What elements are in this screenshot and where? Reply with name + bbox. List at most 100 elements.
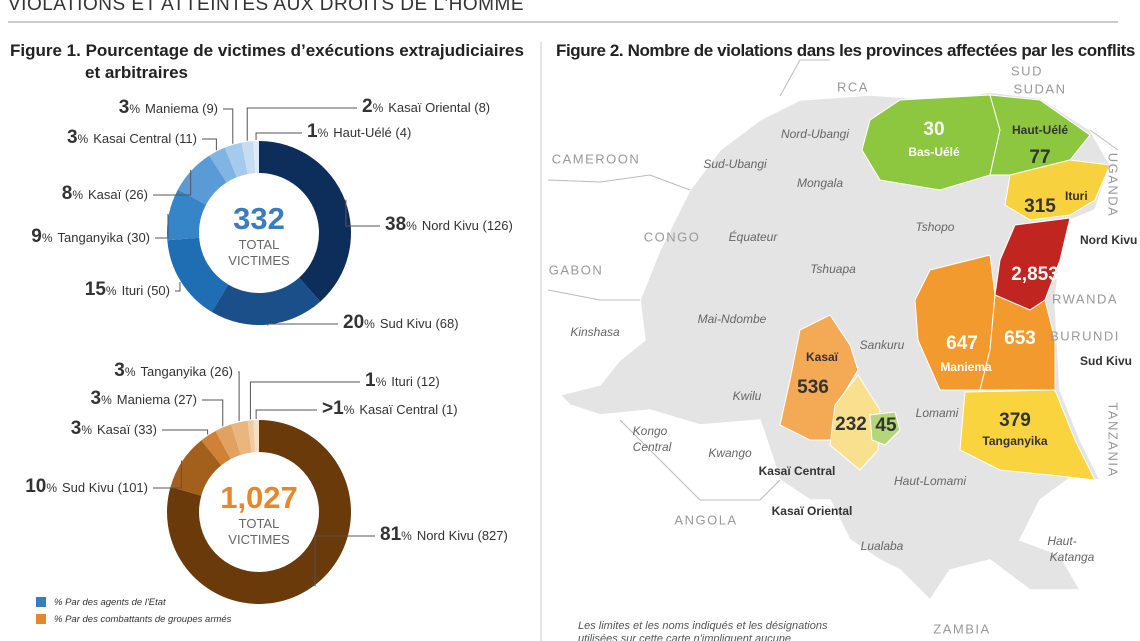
value-label: 81: [380, 524, 402, 545]
donut-segment: [209, 147, 237, 183]
leader-line: [255, 132, 302, 141]
province-name: Kasaï Central: [759, 464, 836, 478]
province-value: 77: [1029, 147, 1050, 168]
data-label: 3% Tanganyika (26): [114, 360, 233, 381]
place-label: Équateur: [729, 229, 779, 244]
border-line: [779, 59, 830, 97]
border-line: [547, 174, 691, 191]
total-caption: VICTIMES: [228, 253, 290, 268]
leader-line: [202, 138, 217, 151]
value-label: 15: [85, 279, 107, 300]
country-label: RCA: [837, 79, 869, 94]
value-suffix: %: [318, 126, 329, 140]
province-value: 232: [835, 414, 867, 435]
total-value: 332: [233, 201, 285, 236]
category-label: Maniema (9): [145, 101, 218, 116]
province: [979, 294, 1056, 391]
data-label: 81% Nord Kivu (827): [380, 524, 508, 545]
data-label: 38% Nord Kivu (126): [385, 214, 513, 235]
category-label: Kasaï Oriental (8): [388, 100, 490, 115]
province-name: Bas-Uélé: [908, 145, 960, 159]
donut-segment: [201, 430, 231, 466]
province-name: Sud Kivu: [1080, 354, 1132, 368]
country-label: TANZANIA: [1106, 402, 1121, 477]
place-label: Central: [633, 440, 672, 454]
value-label: 2: [362, 96, 373, 117]
place-label: Kwilu: [733, 389, 762, 403]
place-label: Katanga: [1050, 550, 1095, 564]
category-label: Sud Kivu (101): [62, 480, 148, 495]
value-suffix: %: [42, 231, 53, 245]
place-label: Haut-Lomami: [894, 474, 966, 488]
province-value: 30: [923, 119, 944, 140]
province-value: 379: [999, 410, 1031, 431]
value-label: 20: [343, 312, 364, 333]
donut-segment: [167, 420, 351, 604]
province: [1004, 159, 1111, 221]
province-name: Tanganyika: [982, 434, 1047, 448]
leader-line: [153, 169, 192, 196]
category-label: Kasaï Central (1): [359, 402, 457, 417]
country-label: SUDAN: [1013, 81, 1066, 96]
value-suffix: %: [401, 529, 412, 543]
legend-label: % Par des combattants de groupes armés: [54, 614, 232, 625]
figure-title: Figure 1. Pourcentage de victimes d’exéc…: [10, 41, 524, 82]
value-suffix: %: [46, 481, 57, 495]
value-label: 3: [71, 418, 82, 439]
country-label: ZAMBIA: [933, 621, 990, 636]
place-label: Kongo: [633, 424, 668, 438]
total-caption: TOTAL: [239, 237, 280, 252]
value-suffix: %: [78, 132, 89, 146]
value-label: 8: [62, 183, 73, 204]
data-label: >1% Kasaï Central (1): [322, 398, 458, 419]
data-label: 2% Kasaï Oriental (8): [362, 96, 490, 117]
province-value: 647: [946, 333, 978, 354]
value-suffix: %: [364, 317, 375, 331]
data-label: 8% Kasaï (26): [62, 183, 148, 204]
donut-segment: [259, 141, 351, 302]
category-label: Tanganyika (30): [58, 230, 151, 245]
data-label: 3% Kasai Central (11): [67, 127, 197, 148]
category-label: Sud Kivu (68): [380, 316, 459, 331]
province-name: Nord Kivu: [1080, 233, 1137, 247]
place-label: Tshuapa: [810, 262, 856, 276]
value-label: 38: [385, 214, 406, 235]
total-value: 1,027: [220, 480, 298, 515]
legend-swatch: [36, 614, 46, 625]
donut-segment: [177, 155, 227, 205]
border-line: [1089, 129, 1119, 151]
category-label: Haut-Uélé (4): [333, 125, 411, 140]
data-label: 1% Ituri (12): [365, 370, 440, 391]
map-note: Les limites et les noms indiqués et les …: [578, 620, 828, 641]
donut-segment: [215, 424, 241, 460]
country-label: SUD: [1011, 63, 1043, 78]
donut-segment: [247, 420, 256, 453]
data-label: 3% Maniema (9): [119, 97, 218, 118]
province-value: 536: [797, 377, 829, 398]
leader-line: [345, 199, 380, 227]
legend-label: % Par des agents de l'Etat: [54, 597, 166, 608]
data-label: 9% Tanganyika (30): [31, 226, 150, 247]
province: [869, 411, 901, 446]
leader-line: [153, 460, 182, 489]
value-label: 10: [25, 476, 46, 497]
data-label: 10% Sud Kivu (101): [25, 476, 148, 497]
data-label: 15% Ituri (50): [85, 279, 170, 300]
value-suffix: %: [125, 365, 136, 379]
province-name: Haut-Uélé: [1012, 123, 1068, 137]
place-label: Lualaba: [861, 539, 904, 553]
category-label: Nord Kivu (126): [422, 218, 513, 233]
leader-line: [314, 535, 375, 587]
leader-line: [223, 108, 234, 144]
value-suffix: %: [373, 101, 384, 115]
value-label: >1: [322, 398, 344, 419]
leader-line: [202, 399, 224, 427]
country-label: RWANDA: [1052, 291, 1118, 306]
category-label: Tanganyika (26): [141, 364, 234, 379]
legend-item: % Par des agents de l'Etat: [36, 597, 166, 608]
leader-line: [249, 381, 360, 420]
category-label: Kasai Central (11): [93, 131, 197, 146]
data-label: 3% Kasaï (33): [71, 418, 157, 439]
